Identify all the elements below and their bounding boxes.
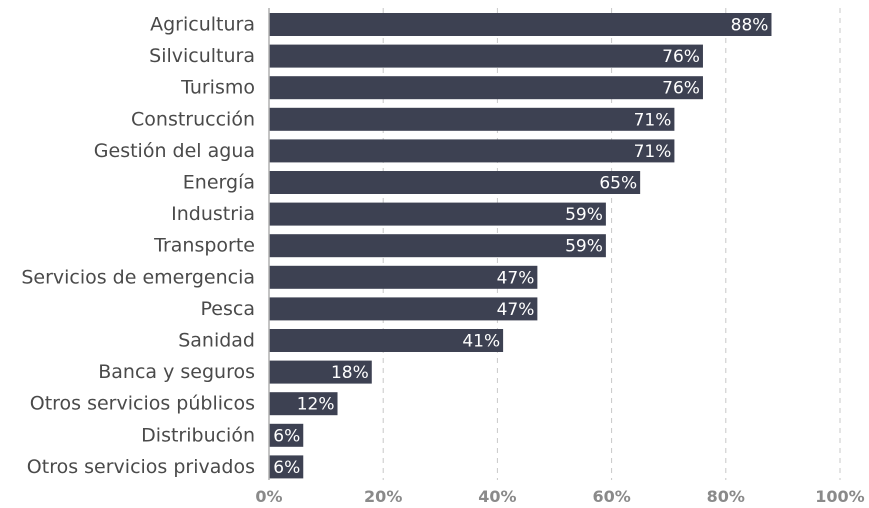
bar xyxy=(269,76,703,100)
bar-value-label: 47% xyxy=(497,300,535,320)
bar xyxy=(269,360,372,384)
category-label: Gestión del agua xyxy=(94,140,255,162)
bar xyxy=(269,171,641,194)
bar-value-label: 47% xyxy=(497,268,535,288)
bar xyxy=(269,202,606,226)
bar-value-label: 76% xyxy=(662,79,700,99)
bar xyxy=(269,44,703,68)
bar-value-label: 12% xyxy=(297,395,335,415)
bar xyxy=(269,265,538,289)
category-label: Silvicultura xyxy=(149,45,255,67)
category-label: Energía xyxy=(183,172,255,194)
bar-value-label: 18% xyxy=(331,363,369,383)
category-label: Pesca xyxy=(201,298,255,320)
bar xyxy=(269,392,338,416)
category-label: Agricultura xyxy=(150,14,255,36)
bar-value-label: 59% xyxy=(565,205,603,225)
bar xyxy=(269,13,772,36)
bar-value-label: 59% xyxy=(565,237,603,257)
category-label: Sanidad xyxy=(178,330,255,352)
x-tick-label: 60% xyxy=(592,487,630,506)
x-axis-tick-labels: 0% 20% 40% 60% 80% 100% xyxy=(255,487,864,506)
bar xyxy=(269,107,675,131)
bar-value-label: 6% xyxy=(273,458,300,478)
category-label: Banca y seguros xyxy=(98,361,255,383)
category-label: Transporte xyxy=(153,235,255,257)
category-label: Otros servicios privados xyxy=(27,456,255,478)
x-tick-label: 20% xyxy=(364,487,402,506)
grid-layer xyxy=(382,8,841,480)
bar-layer: 88% 76% 76% 71% 71% 65% 59% 59% 47% 47% 41% 18% 12% 6… xyxy=(269,13,772,479)
category-label: Industria xyxy=(171,203,255,225)
bar-value-label: 76% xyxy=(662,47,700,67)
x-tick-label: 80% xyxy=(707,487,745,506)
category-label: Servicios de emergencia xyxy=(21,266,255,288)
bar-value-label: 41% xyxy=(462,332,500,352)
bar-value-label: 6% xyxy=(273,426,300,446)
x-tick-label: 0% xyxy=(255,487,282,506)
category-label: Otros servicios públicos xyxy=(30,393,255,415)
bar-value-label: 88% xyxy=(731,16,769,36)
bar xyxy=(269,297,538,321)
bar-value-label: 65% xyxy=(599,174,637,194)
bar xyxy=(269,139,675,163)
bar xyxy=(269,455,304,479)
category-label: Construcción xyxy=(131,108,255,130)
bar-value-label: 71% xyxy=(634,142,672,162)
bar-value-label: 71% xyxy=(634,110,672,130)
x-tick-label: 40% xyxy=(478,487,516,506)
category-label: Distribución xyxy=(141,424,255,446)
bar xyxy=(269,329,504,352)
bar xyxy=(269,234,606,258)
category-labels: Agricultura Silvicultura Turismo Construcci… xyxy=(21,14,255,478)
category-label: Turismo xyxy=(180,77,255,99)
bar xyxy=(269,423,304,447)
x-tick-label: 100% xyxy=(815,487,864,506)
